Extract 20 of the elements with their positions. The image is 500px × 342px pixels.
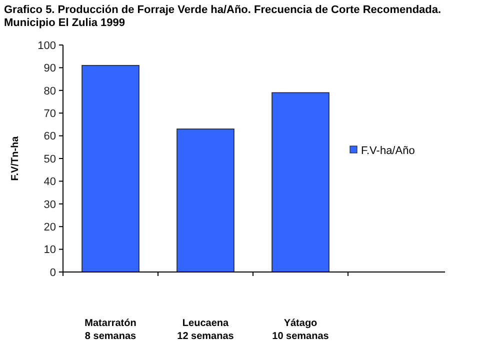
x-tick-label: Yátago 10 semanas <box>272 318 330 342</box>
y-axis-title: F.V/Tn-ha <box>10 136 21 181</box>
bar <box>176 128 234 272</box>
y-tick-label: 90 <box>44 62 56 75</box>
y-tick-label: 10 <box>44 244 56 256</box>
y-tick-label: 60 <box>44 130 56 143</box>
x-tick-label: Leucaena 12 semanas <box>177 318 234 342</box>
y-tick-label: 50 <box>44 153 56 166</box>
y-tick-label: 70 <box>44 108 56 120</box>
y-tick-label: 20 <box>44 221 56 234</box>
legend-label: F.V-ha/Año <box>361 144 415 157</box>
y-tick-label: 40 <box>44 176 56 188</box>
y-tick-label: 100 <box>38 40 56 52</box>
bar <box>82 65 140 272</box>
y-tick-label: 30 <box>44 198 56 211</box>
x-tick-label: Matarratón 8 semanas <box>84 318 137 342</box>
chart-title: Grafico 5. Producción de Forraje Verde ha/Año. Frecuencia de Corte Recomendada. Municipio El Zulia 1999 <box>4 4 442 29</box>
bar <box>272 92 330 272</box>
y-tick-label: 80 <box>44 85 56 98</box>
y-tick-label: 0 <box>50 266 56 279</box>
